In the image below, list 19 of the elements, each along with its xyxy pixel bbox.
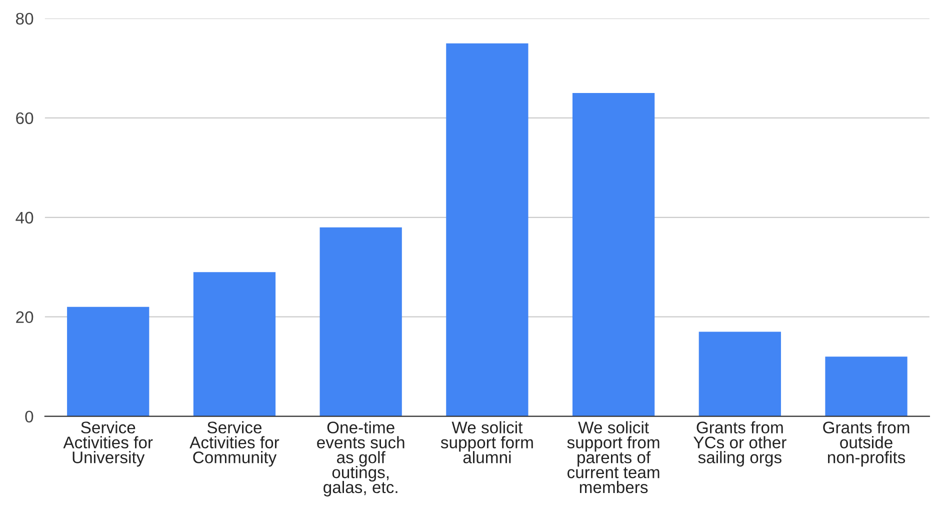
x-tick-label: Grants from YCs or other sailing orgs — [694, 421, 786, 467]
y-tick-label: 0 — [25, 410, 34, 423]
y-tick-label: 60 — [16, 112, 34, 124]
bar — [698, 332, 781, 416]
x-tick-label: We solicit support from parents of current team members — [567, 421, 660, 494]
y-tick-label: 20 — [16, 311, 34, 324]
bar — [825, 356, 908, 416]
y-tick-label: 80 — [16, 12, 34, 25]
x-tick-label: We solicit support form alumni — [440, 421, 533, 464]
bar — [446, 43, 528, 416]
x-tick-label: Grants from outside non-profits — [823, 421, 910, 467]
x-tick-label: Service Activities for Community — [190, 421, 280, 467]
bar — [320, 227, 402, 416]
bar — [193, 272, 276, 416]
bar — [572, 93, 655, 416]
bar — [67, 306, 150, 416]
y-tick-label: 40 — [16, 212, 34, 224]
x-tick-label: Service Activities for University — [63, 421, 153, 467]
x-tick-label: One-time events such as golf outings, galas, etc. — [317, 421, 404, 496]
